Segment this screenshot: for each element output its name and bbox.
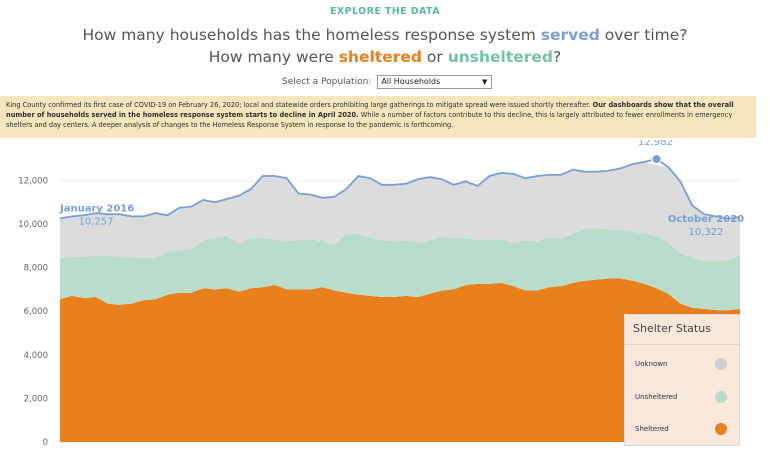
population-label: Select a Population: <box>282 77 372 87</box>
population-selector: Select a Population: All Households ▼ <box>282 75 493 89</box>
legend-item-unknown[interactable]: Unknown <box>635 357 727 371</box>
y-tick-label: 10,000 <box>18 220 48 230</box>
legend-item-sheltered[interactable]: Sheltered <box>635 422 727 436</box>
area-sheltered <box>60 278 740 442</box>
total-households-line <box>59 158 741 220</box>
notice-bold-text: Our dashboards show that the overall num… <box>6 101 734 119</box>
y-tick-label: 2,000 <box>24 394 48 404</box>
y-tick-label: 0 <box>43 438 48 448</box>
legend: Shelter Status Unknown Unsheltered Shelt… <box>624 314 740 446</box>
households-area-chart: 0 2,000 4,000 6,000 8,000 10,000 12,000 January… <box>18 140 744 448</box>
legend-item-unsheltered[interactable]: Unsheltered <box>635 390 727 404</box>
title-text: over time? <box>599 26 688 44</box>
covid-notice: King County confirmed its first case of … <box>0 96 756 138</box>
title-highlight-unsheltered: unsheltered <box>447 48 554 66</box>
title-text: or <box>421 48 448 66</box>
area-unknown <box>60 161 740 262</box>
chevron-down-icon: ▼ <box>481 78 488 86</box>
notice-text-cont: While a number of factors contribute to … <box>6 111 733 129</box>
annotation-label: October 2020 <box>668 214 744 225</box>
title-text: How many were <box>208 48 339 66</box>
legend-title: Shelter Status <box>625 315 739 345</box>
notice-text: King County confirmed its first case of … <box>6 101 593 109</box>
title-text: How many households has the homeless res… <box>82 26 541 44</box>
legend-label: Unknown <box>635 360 668 368</box>
legend-swatch-unknown <box>715 358 727 370</box>
title-text: ? <box>553 48 562 66</box>
title-highlight-sheltered: sheltered <box>338 48 422 66</box>
page-title-line-1: How many households has the homeless res… <box>0 26 770 44</box>
section-eyebrow: EXPLORE THE DATA <box>330 6 440 17</box>
legend-label: Sheltered <box>635 425 669 433</box>
y-tick-label: 12,000 <box>18 176 48 186</box>
area-unsheltered <box>60 228 740 311</box>
page-title-line-2: How many were sheltered or unsheltered? <box>0 48 770 66</box>
title-highlight-served: served <box>540 26 600 44</box>
y-tick-label: 4,000 <box>24 351 48 361</box>
legend-swatch-sheltered <box>715 423 727 435</box>
y-tick-label: 8,000 <box>24 264 48 274</box>
population-dropdown[interactable]: All Households ▼ <box>377 75 493 89</box>
legend-swatch-unsheltered <box>715 391 727 403</box>
y-tick-label: 6,000 <box>24 307 48 317</box>
annotation-value: 12,982 <box>638 140 673 148</box>
legend-label: Unsheltered <box>635 393 678 401</box>
population-selected-value: All Households <box>381 77 441 86</box>
peak-marker <box>651 153 662 164</box>
annotation-label: January 2016 <box>59 203 134 214</box>
annotation-value: 10,257 <box>79 216 114 227</box>
annotation-value: 10,322 <box>689 227 724 238</box>
